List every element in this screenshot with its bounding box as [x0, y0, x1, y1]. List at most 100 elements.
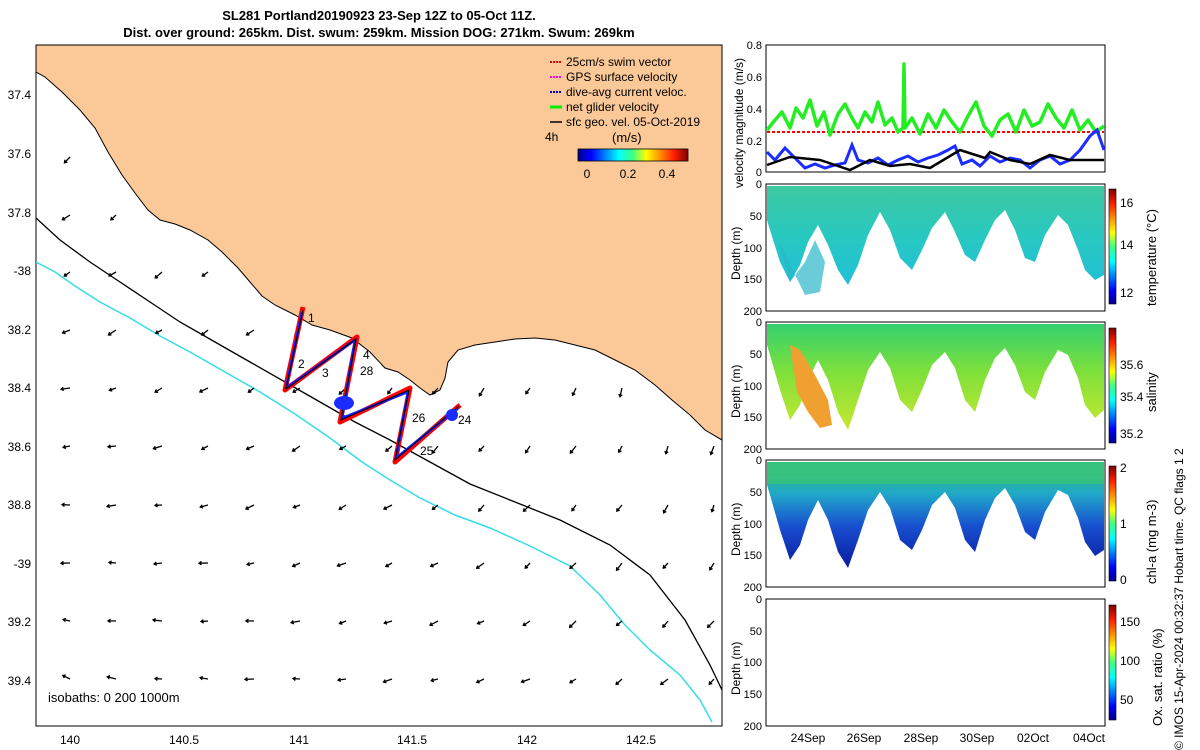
- current-arrow-head: [338, 620, 343, 625]
- current-arrow-head: [246, 561, 251, 567]
- temperature-panel[interactable]: 16 14 12 temperature (°C) 0 50 100 150 2…: [729, 179, 1159, 318]
- current-arrow-head: [430, 678, 435, 683]
- current-arrow: [152, 619, 163, 622]
- oxygen-yticks: 0 50 100 150 200: [744, 594, 762, 733]
- current-arrow-head: [615, 681, 620, 686]
- current-arrow-head: [154, 389, 159, 393]
- current-arrow-head: [153, 676, 158, 681]
- track-label-28: 28: [360, 364, 374, 378]
- current-arrow-head: [429, 622, 434, 627]
- current-arrow-head: [199, 504, 204, 509]
- current-arrow-head: [245, 446, 250, 451]
- current-arrow: [245, 504, 255, 510]
- current-arrow-head: [571, 507, 576, 512]
- isobath-1000: [36, 261, 713, 723]
- current-arrow-head: [338, 446, 343, 451]
- current-arrow: [431, 445, 439, 454]
- current-arrow-head: [107, 331, 112, 336]
- current-arrow-head: [292, 389, 297, 393]
- map-panel[interactable]: 1 2 3 4 28 26 25 24 37.4 37.6 37.8 -38 3…: [8, 44, 723, 747]
- temperature-cb-ticks: 16 14 12: [1120, 196, 1134, 300]
- current-arrow: [110, 214, 117, 221]
- current-arrow: [154, 387, 163, 393]
- legend-interval: 4h: [545, 130, 558, 144]
- current-arrow-head: [106, 444, 111, 449]
- current-arrow-head: [382, 506, 388, 511]
- track-label-26: 26: [412, 411, 426, 425]
- current-arrow-head: [151, 617, 157, 623]
- current-arrow: [430, 562, 439, 567]
- current-arrow-head: [106, 675, 111, 680]
- current-arrow-head: [618, 393, 623, 398]
- svg-text:142.5: 142.5: [626, 733, 656, 747]
- title-line-1: SL281 Portland20190923 23-Sep 12Z to 05-…: [222, 8, 536, 23]
- current-arrow-head: [616, 508, 620, 512]
- current-arrow: [63, 445, 71, 449]
- current-arrow-head: [59, 386, 65, 392]
- current-arrow-head: [61, 674, 66, 679]
- current-arrow: [572, 387, 577, 396]
- current-arrow-head: [709, 566, 713, 571]
- salinity-yticks: 0 50 100 150 200: [744, 317, 762, 456]
- oxygen-panel[interactable]: 150 100 50 Ox. sat. ratio (%) 0 50 100 1…: [729, 594, 1165, 745]
- current-arrow-head: [615, 567, 620, 572]
- velocity-yticks: 0.8 0.6 0.4 0.2 0: [747, 40, 762, 179]
- chla-panel[interactable]: 2 1 0 chl-a (mg m-3) 0 50 100 150 200 De…: [729, 455, 1159, 594]
- current-arrow-head: [59, 560, 64, 566]
- current-arrow-head: [431, 506, 436, 511]
- current-arrow-head: [524, 449, 529, 454]
- svg-text:0: 0: [756, 179, 762, 191]
- svg-text:35.6: 35.6: [1120, 358, 1144, 372]
- current-arrow: [153, 445, 163, 450]
- current-arrow: [199, 387, 209, 393]
- current-arrow: [432, 504, 439, 510]
- current-arrow: [337, 562, 347, 567]
- current-arrow: [662, 620, 669, 628]
- svg-text:02Oct: 02Oct: [1017, 731, 1050, 745]
- current-arrow-head: [63, 273, 68, 277]
- oxygen-cb-label: Ox. sat. ratio (%): [1150, 628, 1165, 726]
- current-arrow: [201, 271, 209, 277]
- svg-text:-38: -38: [14, 264, 32, 278]
- svg-text:50: 50: [1120, 693, 1134, 707]
- current-arrow-head: [291, 563, 296, 568]
- current-arrow: [200, 504, 209, 508]
- current-arrow: [569, 562, 577, 569]
- track-label-3: 3: [322, 366, 329, 380]
- current-arrow-head: [476, 620, 481, 625]
- svg-text:142: 142: [517, 733, 537, 747]
- current-arrow: [522, 620, 531, 626]
- current-arrow-head: [338, 506, 343, 511]
- current-arrow: [478, 445, 485, 452]
- salinity-panel[interactable]: 35.6 35.4 35.2 salinity 0 50 100 150 200…: [729, 317, 1159, 456]
- svg-text:0: 0: [1120, 573, 1127, 587]
- current-arrow: [521, 678, 531, 683]
- current-arrow-head: [338, 391, 343, 395]
- svg-text:0.2: 0.2: [747, 136, 762, 148]
- current-arrow-head: [105, 503, 111, 509]
- current-arrow: [525, 445, 531, 454]
- colorbar-tick-0-2: 0.2: [620, 167, 637, 181]
- current-arrow-head: [197, 560, 202, 566]
- current-arrow-head: [706, 624, 711, 629]
- velocity-panel[interactable]: 0.8 0.6 0.4 0.2 0 velocity magnitude (m/…: [732, 40, 1106, 188]
- current-arrow-head: [152, 561, 158, 566]
- current-arrow-head: [478, 508, 482, 512]
- current-arrow-head: [478, 447, 483, 452]
- current-arrow-head: [659, 681, 664, 686]
- track-label-1: 1: [308, 311, 315, 325]
- current-arrow-head: [110, 216, 114, 221]
- current-arrow: [385, 445, 393, 452]
- current-arrow-head: [569, 565, 574, 570]
- current-arrow: [107, 504, 117, 508]
- colorbar-unit: (m/s): [612, 130, 642, 145]
- svg-text:0: 0: [756, 455, 762, 467]
- current-arrow: [615, 678, 623, 685]
- svg-text:39.2: 39.2: [8, 615, 32, 629]
- svg-text:100: 100: [744, 381, 762, 393]
- current-arrow-head: [664, 450, 669, 455]
- current-arrow: [337, 678, 347, 681]
- svg-text:150: 150: [744, 412, 762, 424]
- chla-section: [767, 462, 1104, 568]
- current-arrow: [385, 562, 393, 568]
